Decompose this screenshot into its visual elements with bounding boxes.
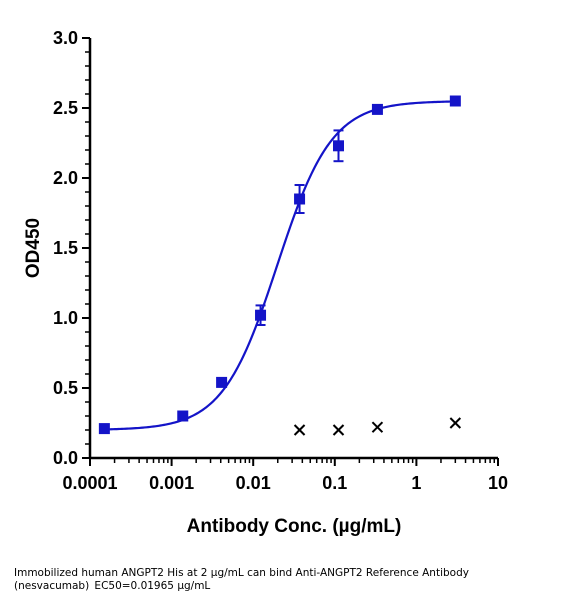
x-tick-label: 0.001: [149, 473, 194, 493]
fit-curve: [104, 100, 456, 431]
axes: 0.0 0.5 1.0 1.5 2.0 2.5 3.0 0.0001 0.001 0.01 0.1 1…: [53, 28, 508, 493]
data-point-square: [371, 103, 383, 115]
data-point-x: [371, 421, 384, 433]
y-tick-label: 2.0: [53, 168, 78, 188]
chart: 0.0 0.5 1.0 1.5 2.0 2.5 3.0 0.0001 0.001 0.01 0.1 1…: [23, 28, 508, 537]
x-marker-stroke: [293, 424, 306, 436]
x-tick-label: 0.1: [322, 473, 347, 493]
data-point-square: [294, 193, 306, 205]
x-tick-label: 1: [411, 473, 421, 493]
data-point-square: [332, 140, 344, 152]
x-tick-label: 10: [488, 473, 508, 493]
fit-curve-layer: [104, 100, 456, 431]
y-axis-title: OD450: [23, 218, 44, 278]
data-point-x: [332, 424, 345, 436]
x-marker-stroke: [332, 424, 345, 436]
data-point-square: [255, 309, 267, 321]
x-axis-title: Antibody Conc. (µg/mL): [187, 516, 402, 537]
data-point-x: [293, 424, 306, 436]
data-point-square: [177, 410, 189, 422]
data-point-square: [216, 376, 228, 388]
y-tick-label: 0.0: [53, 448, 78, 468]
y-tick-label: 3.0: [53, 28, 78, 48]
y-tick-label: 1.5: [53, 238, 78, 258]
y-tick-label: 2.5: [53, 98, 78, 118]
caption-line-1: Immobilized human ANGPT2 His at 2 µg/mL …: [14, 567, 469, 579]
data-point-x: [449, 417, 462, 429]
figure-caption: Immobilized human ANGPT2 His at 2 µg/mL …: [14, 567, 554, 593]
x-tick-label: 0.01: [236, 473, 271, 493]
data-point-square: [449, 95, 461, 107]
y-tick-label: 0.5: [53, 378, 78, 398]
data-point-square: [98, 423, 110, 435]
data-marks: [98, 95, 462, 436]
y-tick-label: 1.0: [53, 308, 78, 328]
x-marker-stroke: [449, 417, 462, 429]
caption-line-2: (nesvacumab) EC50=0.01965 µg/mL: [14, 580, 211, 592]
x-tick-label: 0.0001: [62, 473, 117, 493]
x-marker-stroke: [371, 421, 384, 433]
